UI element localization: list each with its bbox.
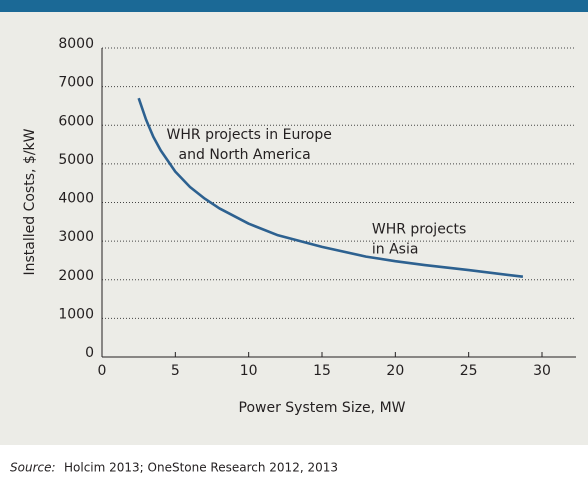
- x-tick-label: 5: [171, 363, 180, 379]
- y-tick-label: 8000: [58, 36, 94, 52]
- x-tick-label: 25: [460, 363, 478, 379]
- y-tick-label: 6000: [58, 113, 94, 129]
- chart-background: [0, 12, 588, 445]
- x-tick-label: 30: [533, 363, 551, 379]
- source-label: Source:: [10, 461, 56, 475]
- y-tick-label: 5000: [58, 152, 94, 168]
- annotation: and North America: [179, 147, 311, 163]
- annotation: in Asia: [372, 242, 419, 258]
- annotation: WHR projects in Europe: [167, 127, 332, 143]
- y-tick-label: 3000: [58, 229, 94, 245]
- source-text: Holcim 2013; OneStone Research 2012, 201…: [64, 461, 338, 475]
- y-tick-label: 4000: [58, 191, 94, 207]
- y-tick-label: 0: [85, 345, 94, 361]
- header-bar: [0, 0, 588, 12]
- y-tick-label: 7000: [58, 75, 94, 91]
- x-axis-label: Power System Size, MW: [239, 400, 406, 416]
- y-tick-label: 1000: [58, 306, 94, 322]
- x-tick-label: 20: [386, 363, 404, 379]
- annotation: WHR projects: [372, 222, 466, 238]
- y-tick-label: 2000: [58, 268, 94, 284]
- x-tick-label: 15: [313, 363, 331, 379]
- x-tick-label: 0: [98, 363, 107, 379]
- x-tick-label: 10: [240, 363, 258, 379]
- cost-curve: [137, 97, 524, 278]
- y-axis-label: Installed Costs, $/kW: [22, 128, 38, 275]
